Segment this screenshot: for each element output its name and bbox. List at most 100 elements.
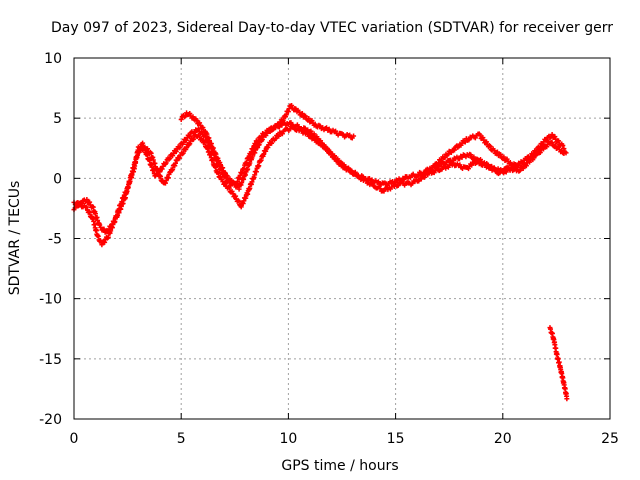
- data-point: [456, 156, 462, 162]
- y-axis-label: SDTVAR / TECUs: [7, 181, 23, 296]
- data-point: [177, 144, 183, 150]
- data-point: [102, 239, 108, 245]
- data-point: [184, 145, 190, 151]
- data-point: [311, 135, 317, 141]
- data-point: [549, 131, 555, 137]
- x-tick-label: 0: [70, 431, 79, 447]
- data-point: [308, 132, 314, 138]
- data-point: [563, 150, 569, 156]
- data-point: [84, 197, 90, 203]
- data-point: [305, 130, 311, 136]
- data-point: [273, 136, 279, 142]
- data-point: [289, 102, 295, 108]
- data-point: [416, 178, 422, 184]
- data-point: [517, 168, 523, 174]
- data-point: [303, 113, 309, 119]
- data-point: [445, 151, 451, 157]
- series-main-trace-a: [71, 120, 567, 248]
- data-point: [468, 152, 474, 158]
- data-point: [520, 166, 526, 172]
- series-outlier-trace: [547, 325, 570, 402]
- data-point: [183, 137, 189, 143]
- data-point: [177, 155, 183, 161]
- data-point: [439, 166, 445, 172]
- y-tick-label: 0: [53, 171, 62, 187]
- data-point: [187, 133, 193, 139]
- grid-layer: [74, 58, 610, 419]
- data-point: [269, 140, 275, 146]
- data-point: [474, 160, 480, 166]
- data-point: [180, 150, 186, 156]
- data-point: [431, 164, 437, 170]
- data-point: [233, 193, 239, 199]
- y-tick-label: -10: [39, 292, 62, 308]
- data-point: [159, 166, 165, 172]
- data-point: [549, 140, 555, 146]
- series-main-trace-b: [71, 124, 569, 235]
- x-tick-label: 5: [177, 431, 186, 447]
- data-point: [552, 134, 558, 140]
- series-main-trace-d: [425, 131, 520, 176]
- data-point: [325, 146, 331, 152]
- data-point: [197, 120, 203, 126]
- data-point: [503, 169, 509, 175]
- data-point: [324, 125, 330, 131]
- data-point: [488, 163, 494, 169]
- data-point: [556, 138, 562, 144]
- data-point: [230, 191, 236, 197]
- data-point: [366, 175, 372, 181]
- data-point: [328, 151, 334, 157]
- series-main-trace-c: [178, 102, 357, 192]
- data-point: [277, 122, 283, 128]
- data-point: [395, 182, 401, 188]
- data-point: [75, 203, 81, 209]
- data-point: [79, 200, 85, 206]
- data-point: [471, 154, 477, 160]
- data-point: [438, 159, 444, 165]
- data-point: [190, 136, 196, 142]
- data-point: [271, 126, 277, 132]
- data-point: [106, 226, 112, 232]
- data-point: [512, 162, 518, 168]
- data-point: [235, 197, 241, 203]
- data-point: [187, 141, 193, 147]
- data-point: [452, 147, 458, 153]
- y-tick-label: -20: [39, 412, 62, 428]
- x-tick-label: 25: [601, 431, 619, 447]
- data-point: [369, 180, 375, 186]
- data-point: [335, 156, 341, 162]
- data-point: [302, 125, 308, 131]
- data-point: [174, 158, 180, 164]
- data-point: [457, 162, 463, 168]
- data-point: [523, 163, 529, 169]
- x-axis-label: GPS time / hours: [281, 458, 398, 474]
- data-point: [280, 117, 286, 123]
- data-point: [181, 139, 187, 145]
- data-point: [194, 118, 200, 124]
- y-tick-label: -15: [39, 352, 62, 368]
- data-point: [514, 164, 520, 170]
- data-point: [228, 177, 234, 183]
- x-tick-label: 15: [387, 431, 405, 447]
- data-point: [537, 150, 543, 156]
- data-point: [136, 149, 142, 155]
- data-point: [498, 152, 504, 158]
- y-tick-label: -5: [48, 232, 62, 248]
- data-point: [552, 142, 558, 148]
- data-point: [223, 180, 229, 186]
- data-point: [97, 222, 103, 228]
- data-point: [291, 124, 297, 130]
- data-point: [163, 160, 169, 166]
- data-point: [279, 131, 285, 137]
- data-point: [484, 139, 490, 145]
- chart-title: Day 097 of 2023, Sidereal Day-to-day VTE…: [51, 20, 613, 36]
- data-point: [256, 142, 262, 148]
- data-point: [492, 166, 498, 172]
- data-layer: [71, 102, 570, 402]
- data-point: [428, 168, 434, 174]
- data-point: [259, 137, 265, 143]
- data-point: [109, 224, 115, 230]
- data-point: [72, 205, 78, 211]
